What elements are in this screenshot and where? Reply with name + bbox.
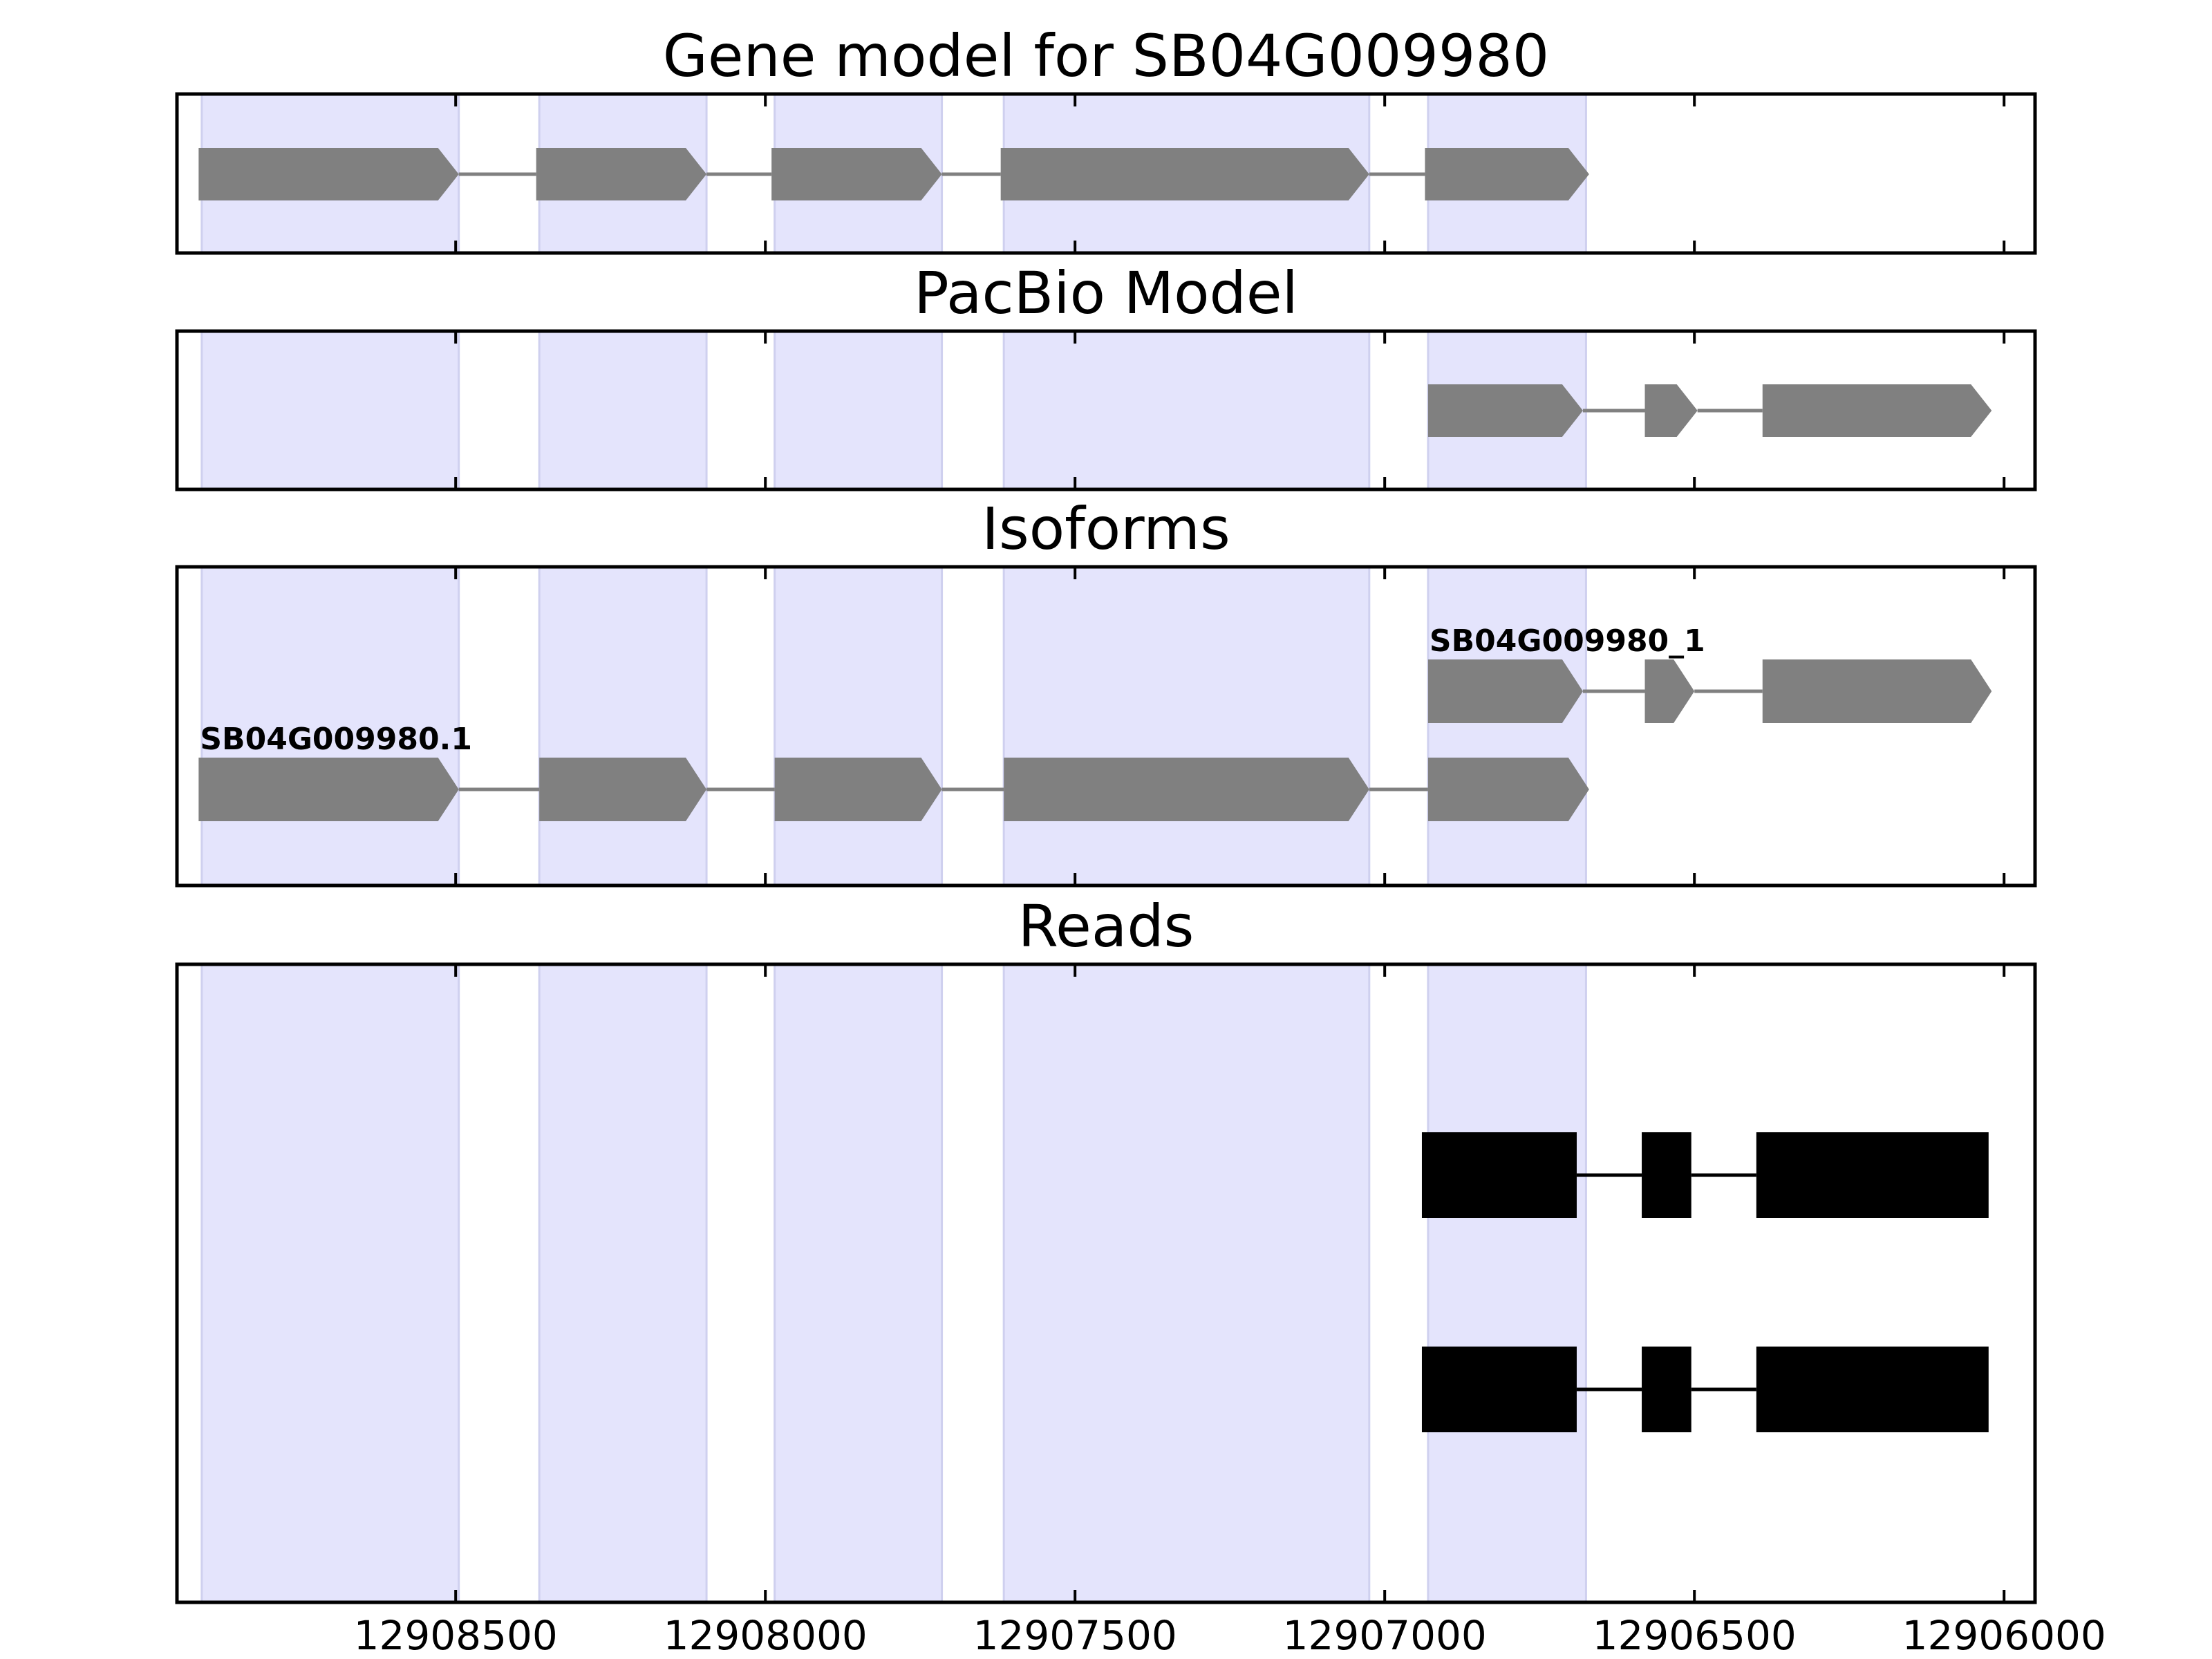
read-block (1642, 1132, 1691, 1218)
exon-arrow (1427, 659, 1583, 723)
x-tick-label: 12907500 (973, 1612, 1177, 1659)
exon-arrow (539, 758, 707, 821)
exon-shade-region (538, 330, 708, 491)
read-track (1421, 1132, 1989, 1218)
exon-shade-region (774, 330, 944, 491)
transcript-track: SB04G009980_1 (1427, 624, 1992, 723)
exon-shade-region (538, 963, 708, 1604)
panel-4: Reads (175, 892, 2037, 1604)
exon-arrow (1000, 148, 1369, 200)
exon-arrow (1762, 659, 1992, 723)
exon-arrow (771, 148, 942, 200)
panel-frame (175, 565, 2037, 888)
x-axis: 12908500 12908000 12907500 12907000 12906500… (354, 1612, 2106, 1659)
exon-arrow (198, 148, 459, 200)
exon-arrow (1644, 659, 1695, 723)
read-block (1642, 1347, 1691, 1432)
panel-frame (175, 329, 2037, 491)
read-track (1421, 1347, 1989, 1432)
x-tick-label: 12907000 (1283, 1612, 1487, 1659)
panel-title: Isoforms (982, 495, 1230, 563)
x-tick-label: 12906000 (1902, 1612, 2106, 1659)
read-block (1756, 1347, 1989, 1432)
panel-title: Reads (1018, 892, 1194, 960)
isoform-label: SB04G009980_1 (1430, 624, 1705, 659)
exon-arrow (1427, 758, 1589, 821)
panel-frame (175, 92, 2037, 255)
exon-arrow (1004, 758, 1369, 821)
exon-shade-region (1427, 963, 1587, 1604)
exon-shade-region (1002, 963, 1371, 1604)
exon-arrow (1644, 384, 1698, 437)
x-tick-label: 12908500 (354, 1612, 558, 1659)
panel-title: PacBio Model (914, 259, 1298, 327)
x-tick-label: 12908000 (664, 1612, 868, 1659)
exon-shade-region (200, 963, 460, 1604)
read-block (1421, 1132, 1577, 1218)
exon-arrow (536, 148, 707, 200)
read-block (1421, 1347, 1577, 1432)
exon-shade-region (1002, 565, 1371, 887)
exon-arrow (1425, 148, 1589, 200)
exon-shade-region (1427, 565, 1587, 887)
exon-arrow (1427, 384, 1583, 437)
x-tick-label: 12906500 (1593, 1612, 1797, 1659)
exon-shade-region (200, 565, 460, 887)
exon-shade-region (200, 330, 460, 491)
panel-1: Gene model for SB04G009980 (175, 22, 2037, 255)
exon-shade-region (774, 963, 944, 1604)
transcript-track (198, 148, 1589, 200)
panel-frame (175, 962, 2037, 1604)
transcript-track (1427, 384, 1992, 437)
exon-shade-region (1002, 330, 1371, 491)
transcript-track: SB04G009980.1 (198, 722, 1589, 821)
panel-3: Isoforms SB04G009980_1 SB04G009980.1 (175, 495, 2037, 888)
exon-arrow (774, 758, 942, 821)
exon-shade-region (774, 565, 944, 887)
isoform-label: SB04G009980.1 (200, 722, 472, 757)
read-block (1756, 1132, 1989, 1218)
exon-shade-region (538, 565, 708, 887)
panel-2: PacBio Model (175, 259, 2037, 491)
exon-arrow (198, 758, 459, 821)
panel-title: Gene model for SB04G009980 (663, 22, 1549, 90)
exon-arrow (1762, 384, 1992, 437)
